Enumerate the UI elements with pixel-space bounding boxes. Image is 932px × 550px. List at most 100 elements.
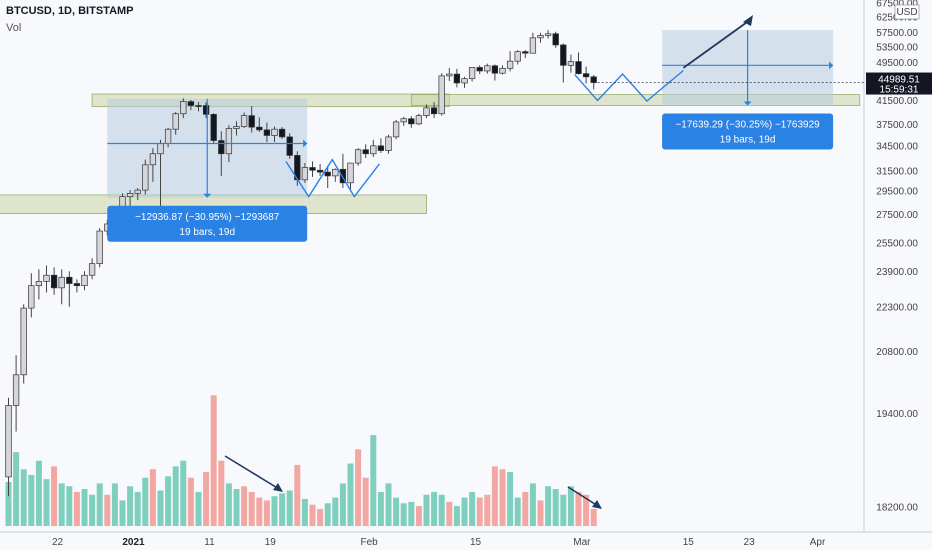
candle — [468, 67, 476, 80]
volume-bar — [415, 506, 422, 526]
candle — [590, 76, 597, 83]
volume-bar — [400, 503, 407, 526]
price-tick-label: 23900.00 — [876, 267, 918, 278]
volume-bar — [583, 494, 590, 526]
candle — [377, 145, 385, 151]
candle — [256, 126, 263, 131]
last-price-tag — [866, 72, 932, 95]
volume-bar — [469, 491, 476, 526]
candle — [560, 44, 567, 66]
time-tick-label: 11 — [204, 537, 215, 548]
volume-bar — [66, 486, 73, 526]
volume-bar — [575, 491, 582, 526]
volume-bar — [149, 469, 156, 526]
volume-bar — [560, 494, 567, 526]
candle — [278, 128, 286, 138]
price-tick-label: 41500.00 — [876, 96, 918, 107]
measure-label-bars: 19 bars, 19d — [720, 135, 776, 146]
volume-bar — [309, 504, 316, 526]
measure-arrow-down-2 — [743, 101, 752, 106]
volume-bar — [286, 490, 293, 526]
volume-trend-arrow-1 — [224, 455, 280, 490]
volume-bar — [111, 483, 118, 526]
measure-label-text: −17639.29 (−30.25%) −1763929 — [675, 120, 820, 131]
candle — [301, 167, 309, 181]
volume-bar — [241, 486, 248, 526]
volume-trend-arrowhead-1 — [273, 483, 283, 492]
volume-legend[interactable]: Vol — [6, 22, 22, 34]
volume-bar — [165, 476, 172, 526]
candle — [438, 75, 445, 115]
volume-bar — [370, 435, 377, 526]
volume-bar — [324, 503, 331, 526]
candle — [544, 33, 552, 36]
volume-bar — [446, 501, 453, 526]
candle — [476, 67, 483, 72]
candle — [484, 65, 491, 72]
volume-bar — [294, 464, 301, 526]
candle — [430, 107, 438, 115]
candle — [491, 65, 499, 74]
candle — [324, 171, 331, 177]
volume-trend-arrow-2 — [567, 486, 599, 507]
volume-bar — [225, 483, 232, 526]
volume-bar — [263, 500, 270, 526]
candle — [50, 274, 58, 289]
time-tick-label: 15 — [683, 537, 695, 548]
candle — [149, 153, 157, 166]
volume-bar — [180, 460, 187, 526]
volume-bar — [35, 460, 42, 526]
volume-bar — [195, 491, 202, 526]
volume-bar — [590, 508, 597, 526]
volume-bar — [134, 491, 141, 526]
candle — [506, 60, 514, 69]
volume-bar — [142, 477, 149, 526]
candle — [43, 274, 50, 282]
candle — [522, 51, 529, 54]
candle — [202, 105, 210, 115]
volume-bar — [104, 494, 111, 526]
currency-badge — [894, 4, 920, 20]
volume-bar — [172, 466, 179, 526]
candle — [332, 168, 339, 177]
candle — [537, 35, 544, 39]
candle — [172, 113, 179, 130]
volume-bar — [552, 489, 559, 526]
volume-bar — [119, 500, 126, 526]
candle — [575, 61, 582, 74]
volume-bar — [347, 463, 354, 526]
candle — [12, 374, 20, 406]
price-tick-label: 20800.00 — [876, 347, 918, 358]
volume-bar — [453, 506, 460, 526]
volume-bar — [476, 497, 483, 526]
time-tick-label: 15 — [470, 537, 482, 548]
volume-bar — [96, 483, 103, 526]
candle — [309, 167, 316, 171]
price-tick-label: 25500.00 — [876, 239, 918, 250]
candle — [415, 115, 423, 125]
candle — [347, 162, 354, 184]
volume-bar — [385, 483, 392, 526]
volume-bar — [89, 494, 96, 526]
volume-bar — [28, 474, 35, 526]
volume-bar — [203, 472, 210, 526]
candle — [286, 136, 293, 156]
candle — [73, 283, 81, 287]
candle — [5, 405, 12, 478]
price-tick-label: 18200.00 — [876, 503, 918, 514]
candle — [210, 114, 217, 141]
price-tick-label: 57500.00 — [876, 28, 918, 39]
volume-bar — [377, 491, 384, 526]
candle — [499, 67, 506, 74]
volume-bar — [491, 466, 498, 526]
candle — [392, 121, 400, 138]
volume-bar — [127, 486, 134, 526]
symbol-title[interactable]: BTCUSD, 1D, BITSTAMP — [6, 5, 134, 17]
volume-bar — [279, 493, 286, 526]
w-pattern-2 — [574, 69, 684, 103]
volume-bar — [408, 501, 415, 526]
projection-arrowhead — [743, 15, 753, 26]
volume-bar — [507, 472, 514, 526]
candle — [218, 140, 225, 155]
